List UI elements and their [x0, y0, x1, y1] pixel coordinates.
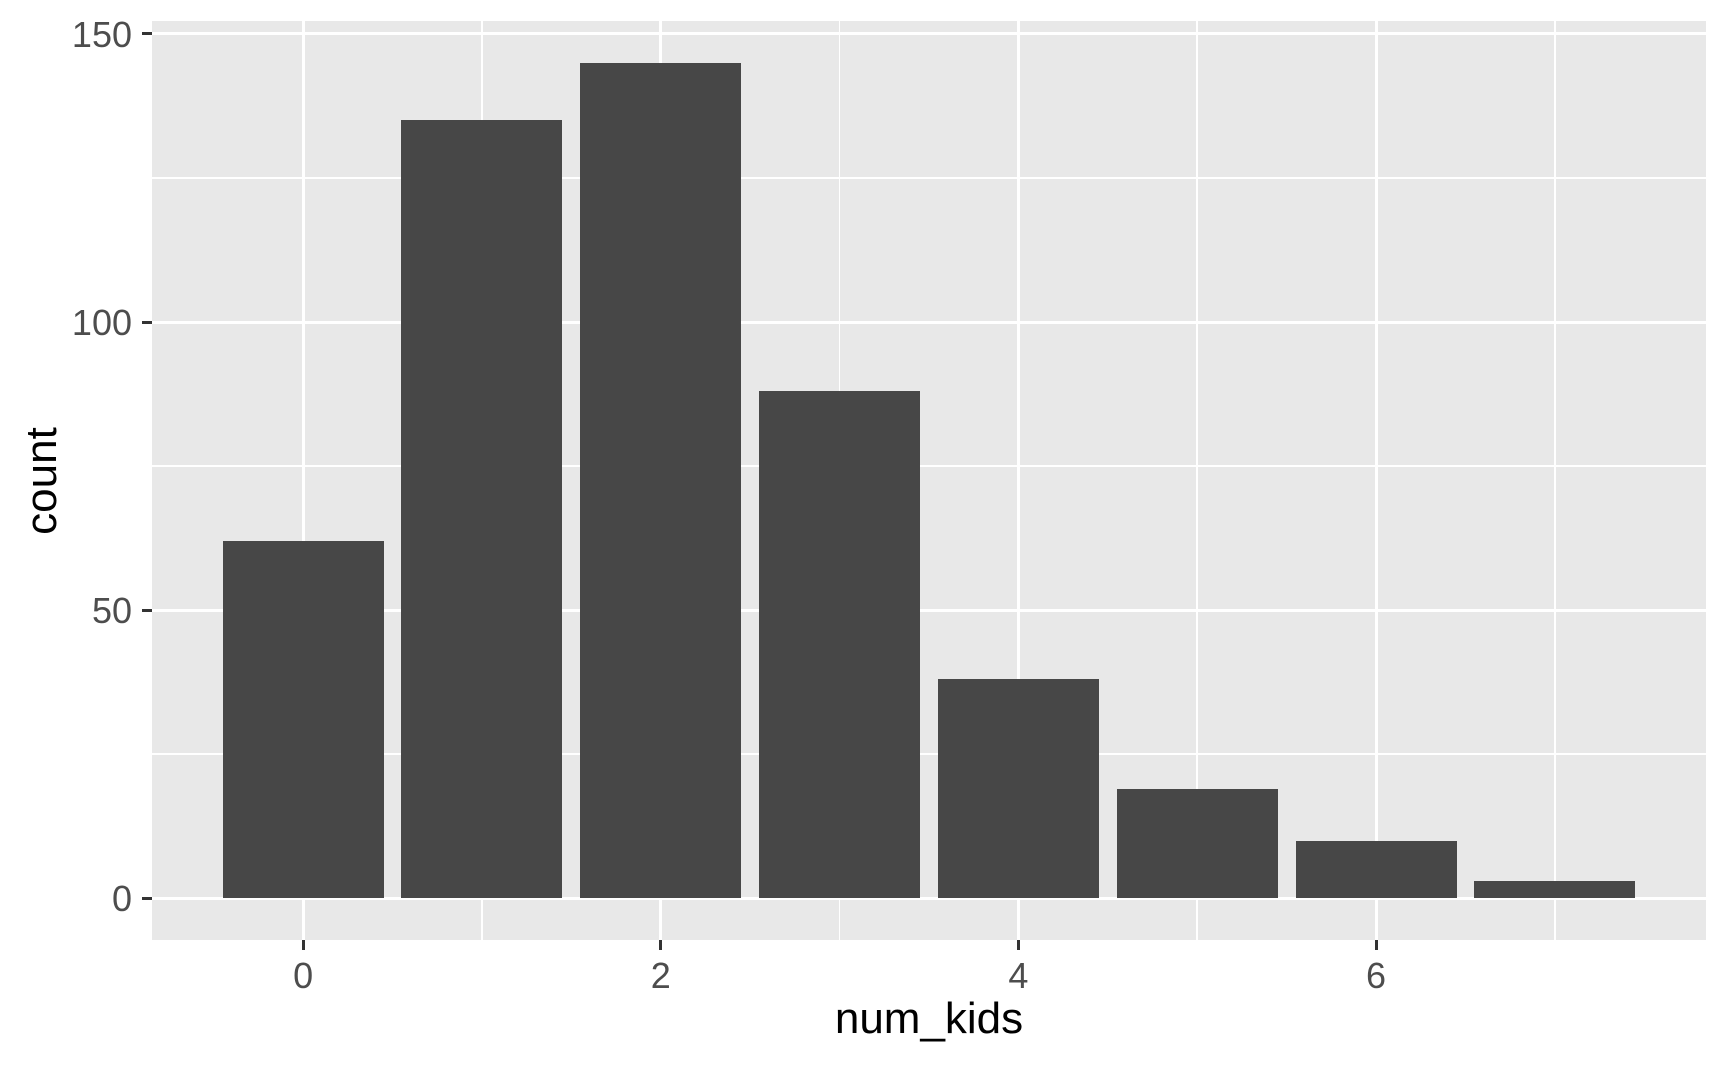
bar-num-kids-6	[1295, 840, 1457, 899]
y-minor-gridline-125	[152, 177, 1706, 179]
bar-num-kids-0	[222, 540, 384, 899]
y-tick-label-50: 50	[91, 590, 132, 632]
y-tick-mark-0	[142, 896, 152, 900]
x-major-gridline-6	[1374, 21, 1378, 940]
y-axis-title: count	[17, 426, 66, 535]
x-axis-title: num_kids	[834, 994, 1024, 1043]
x-minor-gridline-7	[1554, 21, 1556, 940]
y-minor-gridline-75	[152, 465, 1706, 467]
bar-num-kids-2	[580, 62, 742, 899]
bar-num-kids-4	[937, 679, 1099, 899]
y-tick-mark-100	[142, 320, 152, 324]
x-tick-mark-0	[301, 940, 305, 950]
y-major-gridline-50	[152, 608, 1706, 612]
x-tick-label-0: 0	[293, 955, 314, 996]
x-major-gridline-4	[1016, 21, 1020, 940]
x-tick-label-2: 2	[650, 955, 671, 996]
x-major-gridline-0	[301, 21, 305, 940]
x-tick-mark-4	[1016, 940, 1020, 950]
y-tick-label-0: 0	[111, 878, 132, 920]
y-tick-label-150: 150	[71, 13, 132, 55]
y-major-gridline-100	[152, 320, 1706, 324]
y-major-gridline-150	[152, 32, 1706, 36]
y-minor-gridline-25	[152, 753, 1706, 755]
x-minor-gridline-5	[1196, 21, 1199, 940]
y-major-gridline-0	[152, 896, 1706, 900]
bar-num-kids-5	[1116, 788, 1278, 899]
bar-num-kids-7	[1474, 880, 1636, 899]
x-tick-label-6: 6	[1366, 955, 1387, 996]
bar-num-kids-1	[401, 120, 563, 899]
y-tick-mark-50	[142, 608, 152, 612]
x-tick-label-4: 4	[1008, 955, 1029, 996]
y-tick-mark-150	[142, 32, 152, 36]
x-tick-mark-2	[659, 940, 663, 950]
plot-panel	[152, 21, 1706, 940]
y-tick-label-100: 100	[71, 302, 132, 344]
bar-num-kids-3	[759, 391, 921, 899]
x-tick-mark-6	[1374, 940, 1378, 950]
